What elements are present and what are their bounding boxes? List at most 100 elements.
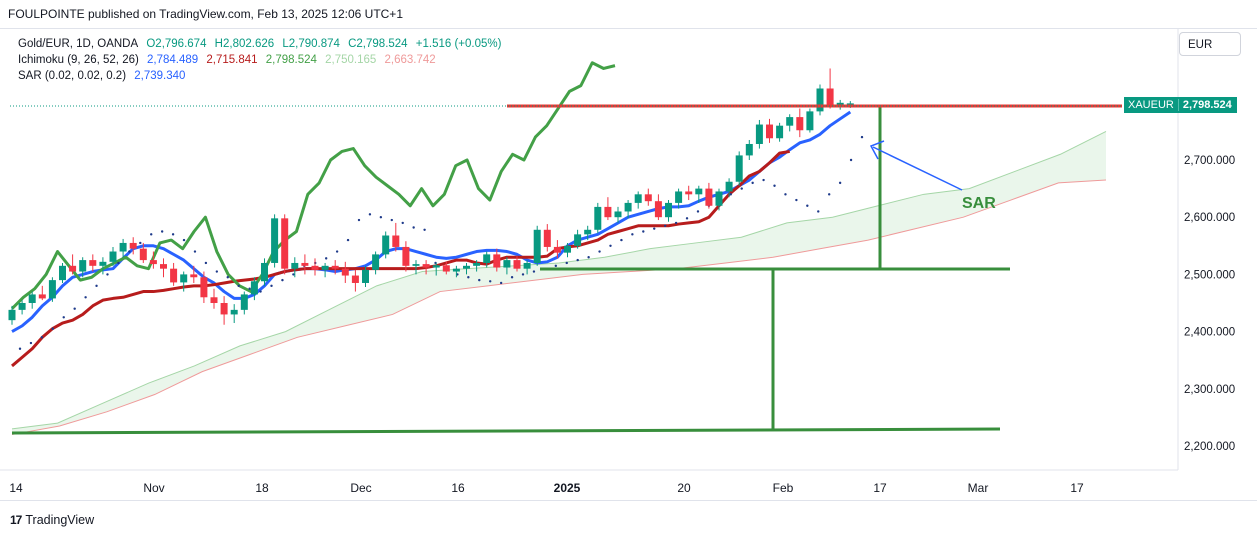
- sar-dot: [324, 257, 328, 260]
- candle-body: [705, 188, 713, 206]
- sar-dots: [18, 135, 864, 350]
- candle-body: [432, 265, 440, 268]
- sar-dot: [51, 327, 55, 330]
- sar-dot: [62, 316, 65, 319]
- sar-dot: [73, 307, 76, 310]
- sar-dot: [150, 233, 153, 236]
- sar-dot: [40, 336, 44, 339]
- sar-dot: [18, 347, 22, 350]
- candle-body: [594, 206, 602, 230]
- candle-body: [786, 117, 794, 126]
- sar-dot: [587, 256, 590, 259]
- candle-body: [38, 294, 46, 299]
- candle-body: [8, 309, 16, 321]
- sar-dot: [226, 276, 229, 279]
- candle-body: [341, 268, 349, 276]
- candle-body: [362, 269, 369, 283]
- support-trendline: [11, 427, 1001, 435]
- sar-dot: [795, 198, 798, 202]
- candle-body: [69, 265, 77, 272]
- tradingview-brand: TradingView: [25, 513, 95, 527]
- sar-dot: [171, 233, 175, 236]
- tradingview-logo-icon: 17: [10, 513, 22, 527]
- candle-body: [654, 201, 662, 218]
- candle-body: [422, 264, 430, 268]
- sar-dot: [139, 241, 142, 245]
- y-tick-label: 2,500.000: [1184, 269, 1235, 281]
- candle-body: [220, 303, 228, 315]
- x-axis: 14 Nov 18 Dec 16 2025 20 Feb 17 Mar 17: [9, 481, 1084, 495]
- sar-dot: [29, 341, 33, 345]
- candle-body: [261, 262, 268, 282]
- candle-body: [766, 124, 773, 139]
- sar-dot: [849, 158, 853, 162]
- candle-body: [513, 260, 521, 269]
- x-tick-label: 16: [451, 481, 465, 495]
- sar-dot: [773, 184, 776, 187]
- legend-sar-name: SAR (0.02, 0.02, 0.2): [18, 70, 127, 82]
- candle-body: [675, 191, 683, 203]
- legend-tenkan-value: 2,784.489: [147, 54, 199, 66]
- candle-body: [614, 211, 622, 218]
- sar-dot: [467, 276, 470, 279]
- sar-dot: [499, 281, 503, 285]
- sar-arrow-head: [869, 140, 885, 160]
- candle-body: [180, 274, 188, 283]
- publish-header: FOULPOINTE published on TradingView.com,…: [0, 0, 1257, 29]
- tradingview-logo[interactable]: 17 TradingView: [10, 513, 94, 527]
- sar-dot: [762, 178, 765, 182]
- sar-dot: [631, 233, 634, 236]
- candle-body: [281, 218, 289, 269]
- sar-dot: [838, 181, 842, 185]
- chart-area[interactable]: 2,200.000 2,300.000 2,400.000 2,500.000 2,60…: [0, 28, 1257, 500]
- legend-change: +1.516 (+0.05%): [415, 38, 502, 50]
- cloud-fill: [12, 131, 1106, 435]
- y-tick-label: 2,200.000: [1184, 441, 1235, 453]
- candle-body: [59, 265, 66, 281]
- candle-body: [543, 229, 551, 247]
- sar-dot: [827, 193, 831, 196]
- x-tick-label: Feb: [773, 481, 794, 495]
- candle-body: [503, 260, 511, 268]
- x-tick-label: 18: [255, 481, 269, 495]
- y-tick-label: 2,600.000: [1184, 212, 1235, 224]
- candle-body: [442, 265, 450, 272]
- price-chart[interactable]: 2,200.000 2,300.000 2,400.000 2,500.000 2,60…: [0, 28, 1257, 500]
- sar-dot: [160, 230, 164, 233]
- tenkan-sen-line: [11, 110, 852, 333]
- grid: [0, 28, 1179, 471]
- candle-body: [301, 262, 309, 266]
- candle-body: [190, 274, 198, 278]
- candle-body: [564, 245, 571, 253]
- candle-body: [28, 294, 36, 303]
- sar-dot: [270, 284, 273, 288]
- legend-sar-row: SAR (0.02, 0.02, 0.2) 2,739.340: [18, 68, 506, 84]
- sar-dot: [401, 221, 404, 225]
- last-price-tag: XAUEUR 2,798.524: [1124, 97, 1237, 113]
- candle-body: [604, 206, 612, 218]
- candle-body: [18, 303, 26, 310]
- currency-selector[interactable]: EUR: [1179, 32, 1241, 56]
- legend-symbol-row: Gold/EUR, 1D, OANDA O2,796.674 H2,802.62…: [18, 36, 506, 52]
- sar-dot: [653, 227, 656, 230]
- candle-body: [89, 260, 97, 266]
- sar-dot: [182, 238, 186, 242]
- candle-body: [836, 102, 844, 106]
- price-tag-symbol: XAUEUR: [1124, 99, 1179, 111]
- candle-body: [523, 262, 531, 269]
- legend-high: H2,802.626: [214, 38, 275, 50]
- candle-body: [170, 268, 178, 283]
- sar-dot: [740, 187, 743, 190]
- sar-dot: [117, 261, 120, 265]
- chart-legend: Gold/EUR, 1D, OANDA O2,796.674 H2,802.62…: [18, 36, 506, 84]
- candle-body: [402, 246, 410, 266]
- candle-body: [796, 117, 804, 131]
- candle-body: [776, 125, 784, 139]
- candle-body: [533, 229, 541, 263]
- candle-body: [634, 194, 642, 203]
- sar-dot: [281, 278, 284, 282]
- candle-body: [240, 294, 248, 310]
- candle-body: [382, 235, 390, 255]
- x-tick-label: Mar: [968, 481, 989, 495]
- x-tick-label: 2025: [554, 481, 581, 495]
